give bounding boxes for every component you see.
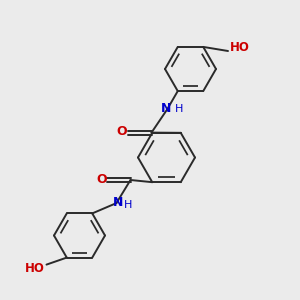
Text: O: O [117,125,128,138]
Text: HO: HO [230,41,250,54]
Text: O: O [97,172,107,186]
Text: H: H [124,200,133,210]
Text: HO: HO [25,262,45,275]
Text: N: N [113,196,123,209]
Text: N: N [160,102,171,115]
Text: H: H [175,104,183,115]
